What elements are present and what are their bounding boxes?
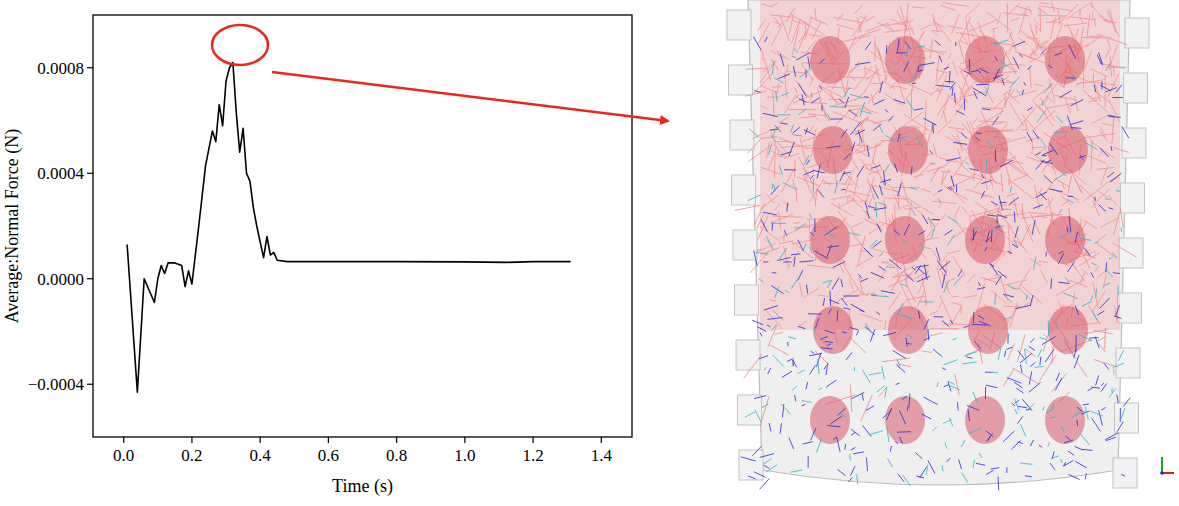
fin — [733, 230, 757, 260]
x-tick — [328, 437, 329, 443]
y-tick — [87, 173, 93, 174]
x-tick-label: 1.0 — [454, 446, 475, 465]
x-tick — [464, 437, 465, 443]
hole — [965, 216, 1005, 264]
fibers-blue — [741, 37, 1131, 491]
x-tick — [396, 437, 397, 443]
x-tick — [532, 437, 533, 443]
plot-area — [127, 62, 570, 392]
hole — [813, 306, 853, 354]
x-tick — [601, 437, 602, 443]
x-tick-label: 0.8 — [386, 446, 407, 465]
hole — [810, 36, 850, 84]
simulation-render — [727, 0, 1174, 490]
y-axis-title: Average:Normal Force (N) — [2, 129, 23, 324]
hole — [810, 396, 850, 444]
fin — [736, 340, 760, 370]
fin — [735, 285, 759, 315]
fin — [738, 395, 762, 425]
x-tick-label: 0.6 — [318, 446, 339, 465]
y-tick — [87, 278, 93, 279]
x-tick — [260, 437, 261, 443]
hole — [885, 216, 925, 264]
fin — [730, 120, 754, 150]
triad-z — [1160, 471, 1164, 475]
data-line — [127, 62, 570, 392]
highlight-ellipse — [212, 25, 268, 65]
figure: 0.0 0.2 0.4 0.6 0.8 1.0 1.2 1.4 −0.0004 0.0000 0.0… — [0, 0, 1179, 506]
fibers-cyan — [745, 40, 1125, 486]
x-tick-label: 0.2 — [181, 446, 202, 465]
y-tick — [87, 67, 93, 68]
fin — [1125, 18, 1149, 48]
x-tick-label: 1.4 — [591, 446, 613, 465]
x-tick — [191, 437, 192, 443]
y-tick — [87, 384, 93, 385]
fin — [732, 175, 756, 205]
y-tick-label: 0.0000 — [37, 270, 84, 289]
fin — [739, 450, 763, 480]
fin — [1119, 238, 1143, 268]
hole — [1045, 396, 1085, 444]
hole — [885, 396, 925, 444]
hole — [813, 126, 853, 174]
fin — [727, 10, 751, 40]
hole — [885, 36, 925, 84]
x-tick — [123, 437, 124, 443]
hole — [888, 126, 928, 174]
fin — [1121, 183, 1145, 213]
fin — [1113, 458, 1137, 488]
hole — [810, 216, 850, 264]
hole — [965, 396, 1005, 444]
fin — [1124, 73, 1148, 103]
fiber-haze — [760, 0, 1120, 330]
fin — [1115, 403, 1139, 433]
x-tick-label: 0.4 — [250, 446, 272, 465]
triad-y — [1161, 457, 1163, 473]
x-tick-label: 0.0 — [113, 446, 134, 465]
fin — [1116, 348, 1140, 378]
hole — [1045, 216, 1085, 264]
plot-frame — [93, 15, 632, 437]
y-tick-label: −0.0004 — [28, 375, 85, 394]
y-tick-label: 0.0004 — [37, 164, 84, 183]
y-tick-label: 0.0008 — [37, 59, 84, 78]
x-axis-title: Time (s) — [332, 476, 393, 497]
hole — [968, 126, 1008, 174]
hole — [1048, 306, 1088, 354]
x-tick-label: 1.2 — [522, 446, 543, 465]
hole — [888, 306, 928, 354]
hole — [1045, 36, 1085, 84]
annotation-arrow — [272, 72, 668, 121]
triad-x — [1162, 472, 1174, 474]
